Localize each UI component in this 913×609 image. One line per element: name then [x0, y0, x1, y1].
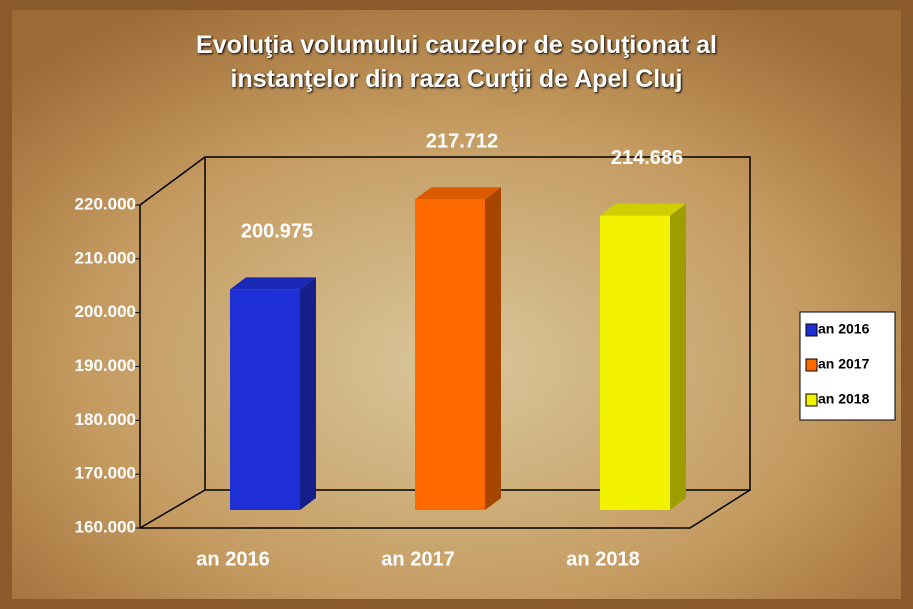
legend-label: an 2018: [818, 391, 870, 407]
x-tick-label: an 2016: [196, 548, 269, 570]
value-label: 217.712: [426, 131, 498, 153]
floor-edge: [139, 489, 206, 529]
bar: [230, 289, 300, 510]
chart-title: Evoluţia volumului cauzelor de soluţiona…: [196, 31, 717, 93]
legend-swatch: [805, 358, 818, 372]
bar: [600, 215, 670, 510]
y-tick-label: 160.000: [75, 517, 136, 536]
bar-top: [415, 187, 501, 200]
x-tick-label: an 2017: [381, 548, 454, 570]
legend-label: an 2017: [818, 356, 870, 372]
y-tick-label: 200.000: [75, 302, 136, 321]
legend-swatch: [805, 323, 818, 337]
value-label: 200.975: [241, 221, 313, 243]
bar-side: [485, 187, 501, 510]
value-label: 214.686: [611, 147, 683, 169]
y-tick-label: 220.000: [75, 194, 136, 213]
bar: [415, 199, 485, 510]
bar-side: [670, 203, 686, 510]
x-tick-label: an 2018: [566, 548, 639, 570]
bar-top: [230, 277, 316, 290]
bar-top: [600, 203, 686, 216]
legend-label: an 2016: [818, 321, 870, 337]
y-tick-label: 190.000: [75, 356, 136, 375]
legend-swatch: [805, 393, 818, 407]
y-tick-label: 180.000: [75, 410, 136, 429]
bar-side: [300, 277, 316, 510]
y-tick-label: 210.000: [75, 248, 136, 267]
y-tick-label: 170.000: [75, 464, 136, 483]
